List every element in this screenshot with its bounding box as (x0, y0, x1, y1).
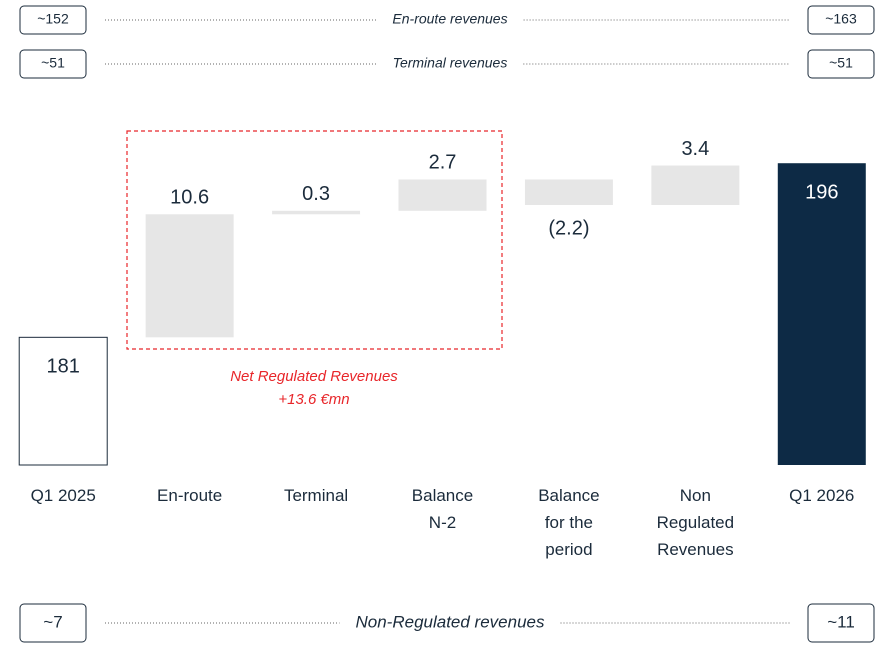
value-box (807, 5, 875, 35)
value-box (19, 49, 87, 79)
value-box (807, 49, 875, 79)
data-label: 0.3 (302, 183, 330, 205)
row-label: Non-Regulated revenues (355, 612, 545, 631)
x-tick-label: Non Regulated Revenues (656, 486, 735, 559)
data-label: 181 (47, 356, 80, 378)
bar (18, 336, 108, 466)
row-value: ~152 (37, 11, 69, 27)
bar (651, 165, 740, 205)
bar (398, 179, 487, 211)
x-tick-label: Balance for the period (538, 486, 600, 559)
bar (777, 163, 866, 465)
row-value: ~7 (43, 612, 62, 631)
value-box (19, 603, 87, 643)
row-value: ~51 (829, 55, 853, 71)
data-label: (2.2) (548, 217, 589, 239)
bar (272, 210, 361, 215)
row-value: ~51 (41, 55, 65, 71)
x-tick-label: Q1 2026 (789, 486, 855, 505)
x-tick-label: En-route (157, 486, 223, 505)
row-value: ~163 (825, 11, 857, 27)
row-value: ~11 (827, 612, 855, 631)
value-box (19, 5, 87, 35)
highlight-box (126, 130, 503, 350)
annotation: +13.6 €mn (278, 391, 349, 408)
row-label: Terminal revenues (393, 55, 508, 71)
bar (524, 179, 613, 205)
annotation: Net Regulated Revenues (230, 368, 398, 385)
data-label: 196 (805, 181, 838, 203)
bar (145, 214, 234, 338)
x-tick-label: Terminal (283, 486, 349, 505)
data-label: 2.7 (429, 152, 457, 174)
x-tick-label: Q1 2025 (30, 486, 96, 505)
value-box (807, 603, 875, 643)
x-tick-label: Balance N-2 (411, 486, 474, 532)
data-label: 3.4 (681, 138, 709, 160)
row-label: En-route revenues (392, 11, 507, 27)
data-label: 10.6 (170, 187, 209, 209)
